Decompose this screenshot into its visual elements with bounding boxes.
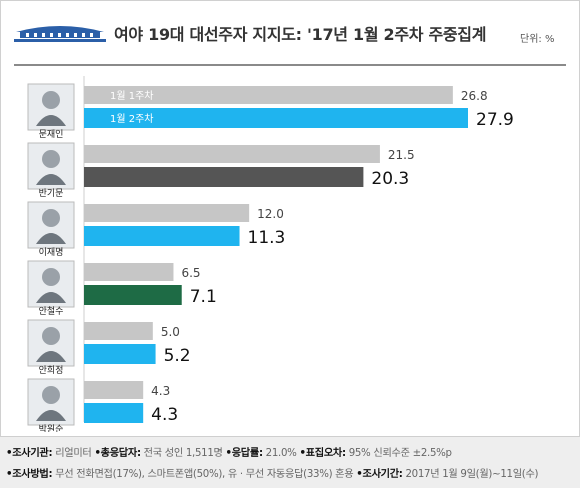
candidate-name: 박원순 (39, 424, 64, 432)
footer-value: 무선 전화면접(17%), 스마트폰앱(50%), 유 · 무선 자동응답(33… (52, 469, 357, 480)
footer-key: •응답률: (225, 448, 264, 459)
person-icon (36, 410, 66, 421)
bar-prev (84, 263, 174, 281)
person-icon (36, 174, 66, 185)
bar-prev (84, 322, 153, 340)
person-icon (42, 327, 60, 345)
survey-footer: •조사기관: 리얼미터 •총응답자: 전국 성인 1,511명 •응답률: 21… (0, 436, 580, 488)
person-icon (42, 209, 60, 227)
data-label-curr: 27.9 (476, 110, 514, 130)
footer-value: 2017년 1월 9일(월)~11일(수) (402, 469, 539, 480)
data-label-curr: 7.1 (190, 287, 217, 307)
candidate-name: 반기문 (39, 188, 64, 199)
candidate-name: 안희정 (39, 364, 64, 376)
bar-curr (84, 108, 468, 128)
legend-label-curr: 1월 2주차 (110, 113, 154, 125)
person-icon (42, 268, 60, 286)
bar-prev (84, 86, 453, 104)
footer-key: •조사기간: (356, 469, 403, 480)
footer-value: 95% 신뢰수준 ±2.5%p (345, 448, 452, 459)
data-label-prev: 12.0 (257, 207, 284, 221)
header-divider (14, 64, 566, 66)
person-icon (42, 91, 60, 109)
chart-header: 여야 19대 대선주자 지지도: '17년 1월 2주차 주중집계 단위: % (0, 0, 580, 66)
footer-key: •표집오차: (299, 448, 346, 459)
person-icon (36, 115, 66, 126)
footer-key: •조사기관: (6, 448, 53, 459)
person-icon (36, 233, 66, 244)
bar-curr (84, 344, 156, 364)
footer-row-1: •조사기관: 리얼미터 •총응답자: 전국 성인 1,511명 •응답률: 21… (6, 444, 452, 459)
bar-curr (84, 167, 364, 187)
candidate-name: 이재명 (39, 247, 64, 258)
footer-value: 전국 성인 1,511명 (140, 448, 226, 459)
person-icon (36, 292, 66, 303)
person-icon (36, 351, 66, 362)
footer-value: 리얼미터 (52, 448, 95, 459)
candidate-name: 문재인 (39, 129, 64, 140)
person-icon (42, 150, 60, 168)
data-label-curr: 5.2 (164, 346, 191, 366)
footer-value: 21.0% (262, 448, 300, 459)
data-label-curr: 20.3 (371, 169, 409, 189)
candidate-name: 안철수 (39, 306, 64, 317)
chart-title: 여야 19대 대선주자 지지도: '17년 1월 2주차 주중집계 (114, 25, 487, 44)
data-label-curr: 11.3 (248, 228, 286, 248)
data-label-prev: 4.3 (151, 384, 170, 398)
data-label-prev: 21.5 (388, 148, 415, 162)
legend-label-prev: 1월 1주차 (110, 90, 154, 102)
unit-label: 단위: % (520, 34, 555, 45)
footer-row-2: •조사방법: 무선 전화면접(17%), 스마트폰앱(50%), 유 · 무선 … (6, 465, 539, 480)
data-label-prev: 26.8 (461, 89, 488, 103)
bar-prev (84, 381, 144, 399)
data-label-prev: 6.5 (181, 266, 200, 280)
bar-curr (84, 403, 144, 423)
footer-key: •총응답자: (94, 448, 141, 459)
bar-prev (84, 204, 250, 222)
bar-curr (84, 285, 182, 305)
footer-key: •조사방법: (6, 469, 53, 480)
data-label-curr: 4.3 (151, 405, 178, 425)
person-icon (42, 386, 60, 404)
bar-prev (84, 145, 380, 163)
data-label-prev: 5.0 (161, 325, 180, 339)
blue-house-logo-icon (14, 26, 106, 42)
bar-curr (84, 226, 240, 246)
